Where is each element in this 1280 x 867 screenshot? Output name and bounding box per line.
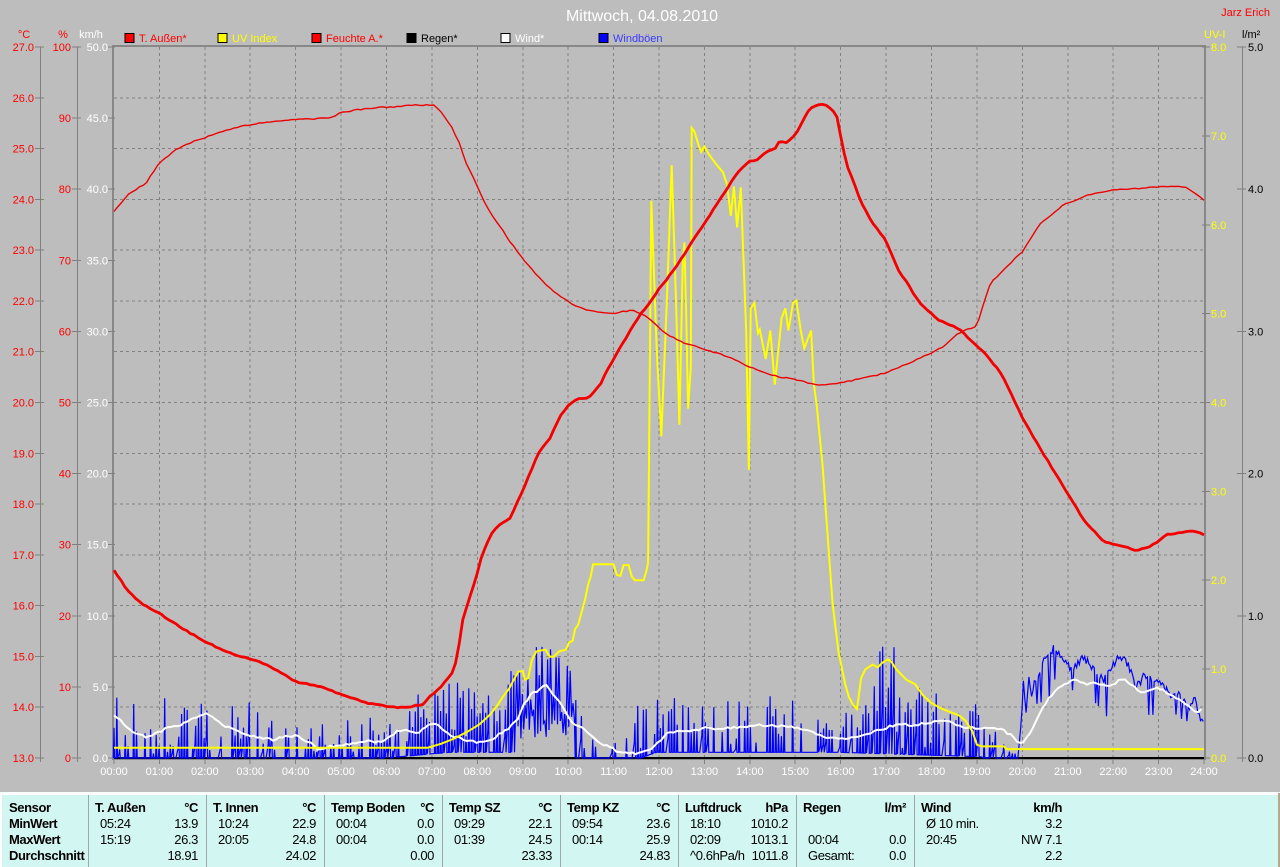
svg-text:Jarz Erich: Jarz Erich <box>1221 7 1270 19</box>
svg-text:%: % <box>58 29 68 41</box>
svg-text:45.0: 45.0 <box>87 113 108 125</box>
svg-text:l/m²: l/m² <box>1242 29 1261 41</box>
svg-text:70: 70 <box>59 255 71 267</box>
svg-text:5.0: 5.0 <box>1211 309 1226 321</box>
svg-text:13:00: 13:00 <box>691 766 719 778</box>
svg-text:19:00: 19:00 <box>963 766 991 778</box>
svg-text:14:00: 14:00 <box>736 766 764 778</box>
svg-text:2.0: 2.0 <box>1248 469 1263 481</box>
svg-text:Regen*: Regen* <box>421 33 458 45</box>
svg-text:13.0: 13.0 <box>13 753 34 765</box>
svg-text:30: 30 <box>59 540 71 552</box>
svg-text:20.0: 20.0 <box>87 469 108 481</box>
svg-text:°C: °C <box>18 29 30 41</box>
svg-text:6.0: 6.0 <box>1211 220 1226 232</box>
svg-text:07:00: 07:00 <box>418 766 446 778</box>
svg-text:10:00: 10:00 <box>554 766 582 778</box>
svg-text:16:00: 16:00 <box>827 766 855 778</box>
svg-text:19.0: 19.0 <box>13 448 34 460</box>
svg-text:21:00: 21:00 <box>1054 766 1082 778</box>
svg-text:1.0: 1.0 <box>1211 664 1226 676</box>
svg-text:UV-I: UV-I <box>1204 29 1225 41</box>
svg-text:22:00: 22:00 <box>1099 766 1127 778</box>
svg-text:2.0: 2.0 <box>1211 575 1226 587</box>
svg-text:35.0: 35.0 <box>87 255 108 267</box>
svg-text:0: 0 <box>65 753 71 765</box>
svg-text:80: 80 <box>59 184 71 196</box>
svg-text:10: 10 <box>59 682 71 694</box>
svg-text:23.0: 23.0 <box>13 245 34 257</box>
svg-text:4.0: 4.0 <box>1211 398 1226 410</box>
svg-text:24:00: 24:00 <box>1190 766 1218 778</box>
svg-text:27.0: 27.0 <box>13 42 34 54</box>
svg-text:06:00: 06:00 <box>373 766 401 778</box>
svg-text:Feuchte A.*: Feuchte A.* <box>326 33 384 45</box>
svg-text:23:00: 23:00 <box>1145 766 1173 778</box>
svg-text:18.0: 18.0 <box>13 499 34 511</box>
svg-text:25.0: 25.0 <box>13 144 34 156</box>
svg-text:15.0: 15.0 <box>87 540 108 552</box>
svg-text:08:00: 08:00 <box>464 766 492 778</box>
svg-text:8.0: 8.0 <box>1211 42 1226 54</box>
svg-text:01:00: 01:00 <box>146 766 174 778</box>
svg-text:26.0: 26.0 <box>13 93 34 105</box>
svg-text:20:00: 20:00 <box>1009 766 1037 778</box>
svg-text:90: 90 <box>59 113 71 125</box>
svg-text:5.0: 5.0 <box>93 682 108 694</box>
svg-text:0.0: 0.0 <box>1211 753 1226 765</box>
svg-text:05:00: 05:00 <box>327 766 355 778</box>
svg-text:00:00: 00:00 <box>100 766 128 778</box>
svg-text:Windböen: Windböen <box>613 33 663 45</box>
svg-text:40: 40 <box>59 469 71 481</box>
svg-text:0.0: 0.0 <box>1248 753 1263 765</box>
svg-text:4.0: 4.0 <box>1248 184 1263 196</box>
svg-text:Mittwoch, 04.08.2010: Mittwoch, 04.08.2010 <box>566 8 718 25</box>
svg-text:21.0: 21.0 <box>13 347 34 359</box>
svg-text:15:00: 15:00 <box>781 766 809 778</box>
svg-text:14.0: 14.0 <box>13 702 34 714</box>
svg-text:16.0: 16.0 <box>13 601 34 613</box>
svg-text:60: 60 <box>59 326 71 338</box>
svg-text:1.0: 1.0 <box>1248 611 1263 623</box>
svg-text:0.0: 0.0 <box>93 753 108 765</box>
svg-text:7.0: 7.0 <box>1211 131 1226 143</box>
svg-text:UV Index: UV Index <box>232 33 278 45</box>
svg-text:24.0: 24.0 <box>13 194 34 206</box>
svg-text:3.0: 3.0 <box>1211 486 1226 498</box>
svg-text:25.0: 25.0 <box>87 398 108 410</box>
svg-text:T. Außen*: T. Außen* <box>139 33 187 45</box>
svg-text:20.0: 20.0 <box>13 398 34 410</box>
svg-text:17.0: 17.0 <box>13 550 34 562</box>
svg-text:12:00: 12:00 <box>645 766 673 778</box>
svg-text:11:00: 11:00 <box>600 766 627 778</box>
svg-text:3.0: 3.0 <box>1248 326 1263 338</box>
svg-text:20: 20 <box>59 611 71 623</box>
svg-text:03:00: 03:00 <box>236 766 264 778</box>
svg-text:100: 100 <box>53 42 71 54</box>
svg-text:17:00: 17:00 <box>872 766 900 778</box>
svg-text:5.0: 5.0 <box>1248 42 1263 54</box>
svg-text:04:00: 04:00 <box>282 766 310 778</box>
svg-text:km/h: km/h <box>79 29 103 41</box>
svg-text:Wind*: Wind* <box>515 33 545 45</box>
svg-text:50: 50 <box>59 398 71 410</box>
svg-text:22.0: 22.0 <box>13 296 34 308</box>
svg-text:09:00: 09:00 <box>509 766 537 778</box>
svg-text:02:00: 02:00 <box>191 766 219 778</box>
svg-text:18:00: 18:00 <box>918 766 946 778</box>
svg-text:15.0: 15.0 <box>13 651 34 663</box>
svg-text:40.0: 40.0 <box>87 184 108 196</box>
svg-text:50.0: 50.0 <box>87 42 108 54</box>
svg-text:10.0: 10.0 <box>87 611 108 623</box>
svg-text:30.0: 30.0 <box>87 326 108 338</box>
